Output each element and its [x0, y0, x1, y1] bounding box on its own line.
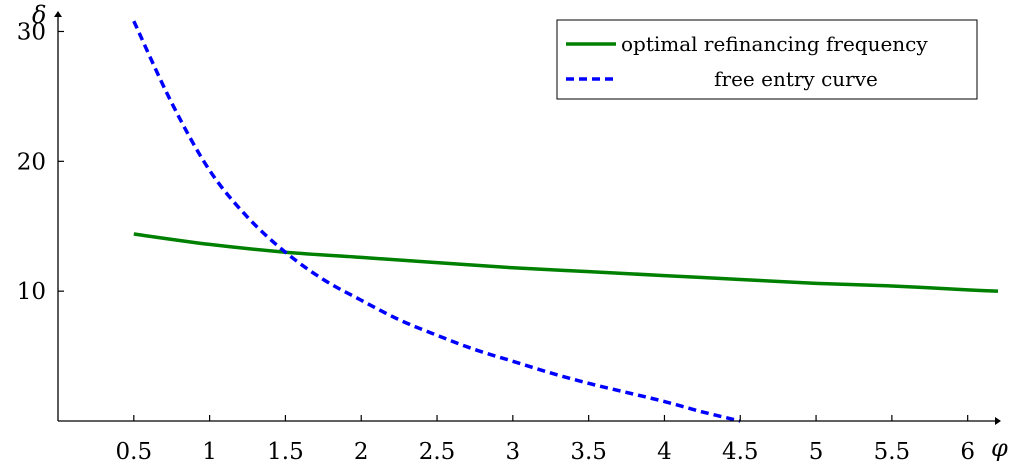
x-tick-label: 1	[202, 439, 217, 465]
y-ticks: 10 20 30	[17, 19, 64, 305]
x-tick-label: 1.5	[267, 439, 304, 465]
y-tick-label: 10	[17, 279, 46, 305]
x-tick-label: 3	[506, 439, 521, 465]
legend-label-free-entry: free entry curve	[714, 67, 878, 91]
y-tick-label: 20	[17, 149, 46, 175]
x-tick-label: 3.5	[570, 439, 607, 465]
x-axis-label: φ	[991, 434, 1008, 462]
x-tick-label: 6	[960, 439, 975, 465]
plot-area	[132, 20, 999, 423]
legend-label-optimal-refinancing: optimal refinancing frequency	[621, 32, 928, 56]
legend-box	[556, 19, 978, 100]
x-tick-label: 4.5	[722, 439, 759, 465]
x-ticks: 0.5 1 1.5 2 2.5 3 3.5 4 4.5 5 5.5 6	[116, 415, 975, 465]
x-tick-label: 5	[809, 439, 824, 465]
y-axis-label: δ	[32, 1, 46, 29]
x-tick-label: 0.5	[116, 439, 153, 465]
y-tick-label: 30	[17, 19, 46, 45]
x-tick-label: 4	[657, 439, 672, 465]
x-tick-label: 2	[354, 439, 369, 465]
series-line-optimal-refinancing	[133, 232, 999, 293]
legend: optimal refinancing frequency free entry…	[556, 19, 978, 100]
x-tick-label: 5.5	[874, 439, 911, 465]
x-tick-label: 2.5	[419, 439, 456, 465]
